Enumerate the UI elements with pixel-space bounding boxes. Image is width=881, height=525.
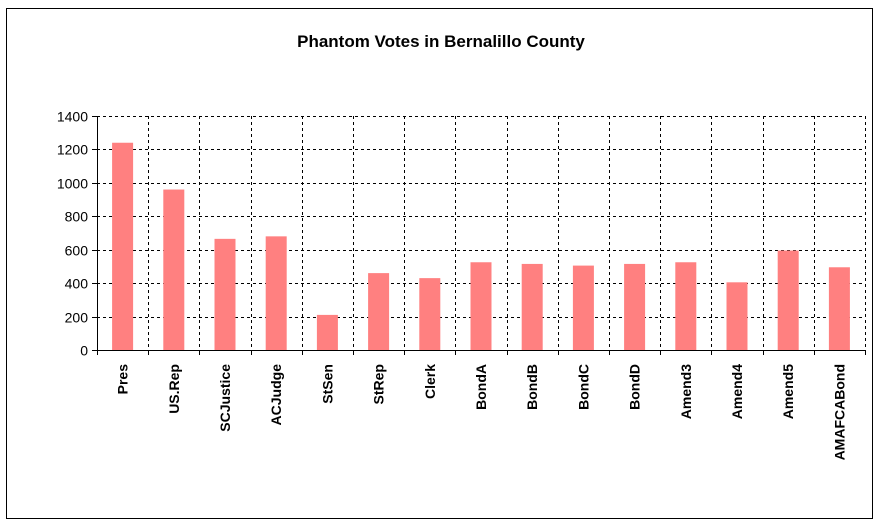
bar [368, 273, 390, 350]
bar [419, 278, 441, 350]
bars [112, 142, 850, 350]
x-tick-label: StSen [319, 364, 335, 404]
axes [92, 116, 866, 355]
x-tick-label: US.Rep [166, 364, 182, 414]
x-tick-label: Pres [115, 364, 131, 395]
x-tick-label: Amend4 [729, 364, 745, 419]
x-tick-label: ACJudge [268, 364, 284, 426]
bar [675, 262, 697, 350]
y-tick-label: 1000 [57, 176, 88, 192]
bar [214, 238, 236, 350]
x-tick-label: Amend3 [678, 364, 694, 419]
y-tick-label: 200 [65, 310, 89, 326]
x-tick-label: BondA [473, 364, 489, 410]
x-tick-label: StRep [371, 364, 387, 404]
x-tick-label: AMAFCABond [831, 364, 847, 460]
x-tick-label: SCJustice [217, 364, 233, 432]
bar [777, 250, 799, 350]
x-tick-label: BondD [627, 364, 643, 410]
bar [316, 314, 338, 350]
bar [163, 189, 185, 350]
y-tick-label: 600 [65, 243, 89, 259]
bar [828, 267, 850, 350]
y-tick-label: 0 [80, 343, 88, 359]
x-tick-labels: Pres US.Rep SCJustice ACJudge StSen StRep Cler… [115, 364, 848, 461]
bar [470, 262, 492, 350]
y-tick-label: 1200 [57, 142, 88, 158]
bar [521, 263, 543, 350]
x-tick-label: Clerk [422, 364, 438, 399]
chart-title: Phantom Votes in Bernalillo County [297, 32, 585, 51]
bar [265, 236, 287, 350]
y-tick-label: 800 [65, 209, 89, 225]
bar [726, 282, 748, 350]
y-tick-label: 1400 [57, 109, 88, 125]
chart-frame [6, 8, 873, 519]
bar [572, 265, 594, 350]
bar [624, 263, 646, 350]
x-tick-label: BondC [575, 364, 591, 410]
y-tick-label: 400 [65, 276, 89, 292]
x-tick-label: BondB [524, 364, 540, 410]
x-tick-label: Amend5 [780, 364, 796, 419]
bar [112, 142, 134, 350]
y-tick-labels: 0 200 400 600 800 1000 1200 1400 [57, 109, 88, 359]
